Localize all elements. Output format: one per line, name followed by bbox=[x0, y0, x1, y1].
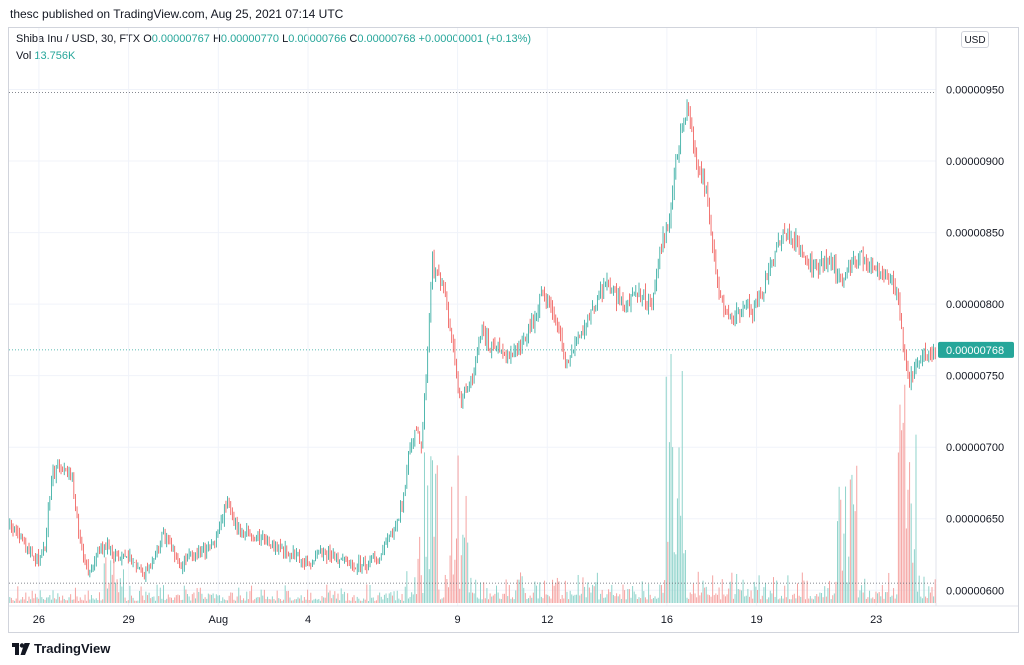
x-tick-label: 12 bbox=[541, 614, 553, 626]
y-tick-label: 0.00000850 bbox=[946, 228, 1004, 240]
y-tick-label: 0.00000600 bbox=[946, 585, 1004, 597]
x-tick-label: 9 bbox=[454, 614, 460, 626]
publisher-line: thesc published on TradingView.com, Aug … bbox=[10, 7, 344, 21]
volume-legend: Vol 13.756K bbox=[16, 50, 75, 62]
currency-button[interactable]: USD bbox=[961, 31, 989, 48]
y-tick-label: 0.00000900 bbox=[946, 156, 1004, 168]
x-tick-label: 23 bbox=[870, 614, 882, 626]
current-price-tag: 0.00000768 bbox=[938, 341, 1014, 358]
open-label: O bbox=[143, 33, 152, 45]
current-price-tag-bg bbox=[938, 341, 1014, 358]
x-tick-label: 16 bbox=[661, 614, 673, 626]
time-axis[interactable]: 26 29 Aug 4 9 12 16 19 23 bbox=[33, 614, 883, 626]
reference-lines bbox=[9, 91, 936, 584]
y-tick-label: 0.00000800 bbox=[946, 299, 1004, 311]
symbol-legend: Shiba Inu / USD, 30, FTX O0.00000767 H0.… bbox=[16, 33, 531, 45]
x-tick-label: 29 bbox=[122, 614, 134, 626]
change-value: +0.00000001 (+0.13%) bbox=[418, 33, 532, 45]
low-label: L bbox=[282, 33, 289, 45]
volume-label[interactable]: Vol bbox=[16, 50, 32, 62]
current-price-tag-label: 0.00000768 bbox=[946, 345, 1004, 357]
chart-frame bbox=[8, 27, 1019, 633]
x-tick-label: 26 bbox=[33, 614, 45, 626]
volume-value: 13.756K bbox=[34, 50, 76, 62]
open-value: 0.00000767 bbox=[151, 33, 210, 45]
y-tick-label: 0.00000750 bbox=[946, 371, 1004, 383]
x-tick-label: 4 bbox=[305, 614, 311, 626]
close-label: C bbox=[349, 33, 358, 45]
low-value: 0.00000766 bbox=[288, 33, 347, 45]
tradingview-logo-icon bbox=[12, 642, 30, 655]
y-tick-label: 0.00000650 bbox=[946, 514, 1004, 526]
y-tick-label: 0.00000700 bbox=[946, 442, 1004, 454]
price-axis[interactable]: 0.00000950 0.00000900 0.00000850 0.00000800… bbox=[946, 85, 1004, 598]
symbol-name[interactable]: Shiba Inu / USD, 30, FTX bbox=[16, 33, 141, 45]
footer-brand: TradingView bbox=[34, 641, 111, 656]
tradingview-logo[interactable]: TradingView bbox=[12, 641, 110, 656]
close-value: 0.00000768 bbox=[357, 33, 416, 45]
volume-bars bbox=[9, 353, 936, 603]
grid bbox=[9, 28, 1018, 607]
high-label: H bbox=[212, 33, 221, 45]
y-tick-label: 0.00000950 bbox=[946, 85, 1004, 97]
high-value: 0.00000770 bbox=[220, 33, 280, 45]
x-tick-label: 19 bbox=[750, 614, 762, 626]
candles bbox=[9, 99, 936, 583]
x-tick-label: Aug bbox=[209, 614, 229, 626]
